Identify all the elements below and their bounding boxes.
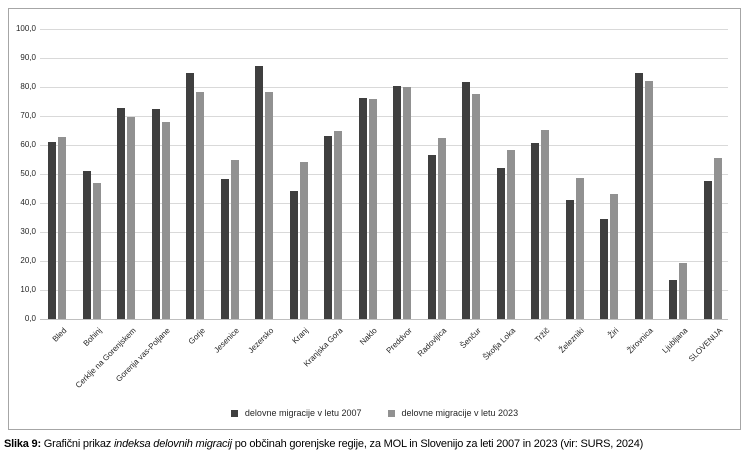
- legend-label: delovne migracije v letu 2007: [244, 408, 362, 418]
- y-tick-label: 80,0: [20, 82, 36, 91]
- bar-2007-ljubljana: [669, 280, 677, 319]
- gridline: [40, 203, 728, 204]
- x-axis-label-cerklje-na-gorenjskem: Cerklje na Gorenjskem: [73, 326, 138, 390]
- bar-2007-radovljica: [428, 155, 436, 319]
- bar-2023-bohinj: [93, 183, 101, 319]
- y-tick-label: 50,0: [20, 169, 36, 178]
- x-axis-label-kranj: Kranj: [290, 326, 311, 346]
- caption-italic-phrase: indeksa delovnih migracij: [113, 438, 232, 450]
- gridline: [40, 116, 728, 117]
- y-tick-label: 90,0: [20, 53, 36, 62]
- chart-legend: delovne migracije v letu 2007 delovne mig…: [9, 408, 740, 419]
- caption-text-after: po občinah gorenjske regije, za MOL in S…: [231, 438, 644, 450]
- gridline: [40, 174, 728, 175]
- y-tick-label: 40,0: [20, 198, 36, 207]
- legend-label: delovne migracije v letu 2023: [401, 408, 519, 418]
- bar-2007-žiri: [600, 219, 608, 319]
- legend-item: delovne migracije v letu 2023: [387, 408, 519, 419]
- legend-marker-icon: [387, 410, 395, 417]
- gridline: [40, 232, 728, 233]
- bar-2023-radovljica: [438, 138, 446, 319]
- plot-area: 0,0 10,0 20,0 30,0 40,0 50,0 60,0 70,0 80,0 90,0 1…: [9, 9, 740, 429]
- bar-2007-bohinj: [83, 171, 91, 319]
- x-axis-label-ljubljana: Ljubljana: [660, 326, 690, 356]
- gridline: [40, 145, 728, 146]
- x-axis-label-železniki: Železniki: [557, 326, 587, 355]
- bar-2007-šenčur: [462, 82, 470, 319]
- gridline: [40, 261, 728, 262]
- x-axis-label-šenčur: Šenčur: [458, 326, 483, 351]
- y-tick-label: 70,0: [20, 111, 36, 120]
- bar-2023-železniki: [576, 178, 584, 319]
- bar-2023-kranjska-gora: [334, 131, 342, 319]
- x-axis-label-slovenija: SLOVENIJA: [686, 326, 725, 364]
- gridline: [40, 58, 728, 59]
- x-axis-label-radovljica: Radovljica: [415, 326, 449, 359]
- x-axis-label-žirovnica: Žirovnica: [625, 326, 656, 356]
- x-axis-label-škofja-loka: Škofja Loka: [481, 326, 518, 362]
- x-axis-label-žiri: Žiri: [606, 326, 621, 341]
- bar-2023-bled: [58, 137, 66, 319]
- bar-2023-jezersko: [265, 92, 273, 319]
- bar-2023-gorje: [196, 92, 204, 319]
- x-axis-label-naklo: Naklo: [358, 326, 380, 347]
- y-tick-label: 10,0: [20, 285, 36, 294]
- bar-2007-jesenice: [221, 179, 229, 319]
- bar-chart: 0,0 10,0 20,0 30,0 40,0 50,0 60,0 70,0 80,0 90,0 1…: [8, 8, 741, 430]
- gridline: [40, 87, 728, 88]
- bar-2007-škofja-loka: [497, 168, 505, 319]
- x-axis-line: [40, 319, 728, 320]
- bar-2007-preddvor: [393, 86, 401, 319]
- y-tick-label: 20,0: [20, 256, 36, 265]
- bar-2007-gorenja-vas-poljane: [152, 109, 160, 319]
- x-axis-label-preddvor: Preddvor: [384, 326, 414, 356]
- bar-2007-železniki: [566, 200, 574, 319]
- x-axis-label-bled: Bled: [50, 326, 69, 344]
- legend-item: delovne migracije v letu 2007: [230, 408, 362, 419]
- caption-text-before: Grafični prikaz: [40, 438, 114, 450]
- bar-2023-kranj: [300, 162, 308, 319]
- bar-2007-jezersko: [255, 66, 263, 319]
- figure-caption: Slika 9: Grafični prikaz indeksa delovni…: [4, 437, 749, 451]
- bar-2023-žirovnica: [645, 81, 653, 319]
- bar-2007-tržič: [531, 143, 539, 319]
- bar-2007-naklo: [359, 98, 367, 319]
- legend-marker-icon: [230, 410, 238, 417]
- bar-2023-preddvor: [403, 87, 411, 319]
- bar-2023-slovenija: [714, 158, 722, 319]
- bar-2023-šenčur: [472, 94, 480, 319]
- bar-2023-škofja-loka: [507, 150, 515, 319]
- x-axis-label-bohinj: Bohinj: [81, 326, 104, 349]
- gridline: [40, 290, 728, 291]
- bar-2023-ljubljana: [679, 263, 687, 319]
- bar-2007-kranjska-gora: [324, 136, 332, 319]
- x-axis-label-gorje: Gorje: [186, 326, 207, 347]
- y-tick-label: 100,0: [15, 24, 36, 33]
- y-tick-label: 0,0: [24, 314, 36, 323]
- bar-2007-žirovnica: [635, 73, 643, 319]
- bar-2023-žiri: [610, 194, 618, 319]
- x-axis-label-jezersko: Jezersko: [246, 326, 276, 356]
- bar-2023-jesenice: [231, 160, 239, 319]
- gridline: [40, 29, 728, 30]
- x-axis-label-tržič: Tržič: [533, 326, 552, 345]
- bar-2007-cerklje-na-gorenjskem: [117, 108, 125, 319]
- bar-2023-gorenja-vas-poljane: [162, 122, 170, 319]
- bar-2007-kranj: [290, 191, 298, 319]
- x-axis-label-jesenice: Jesenice: [212, 326, 242, 355]
- bar-2007-bled: [48, 142, 56, 319]
- bar-2023-cerklje-na-gorenjskem: [127, 117, 135, 319]
- y-tick-label: 60,0: [20, 140, 36, 149]
- bar-2007-gorje: [186, 73, 194, 319]
- bar-2023-tržič: [541, 130, 549, 319]
- bar-2007-slovenija: [704, 181, 712, 319]
- bar-2023-naklo: [369, 99, 377, 319]
- caption-label: Slika 9:: [4, 438, 41, 450]
- y-tick-label: 30,0: [20, 227, 36, 236]
